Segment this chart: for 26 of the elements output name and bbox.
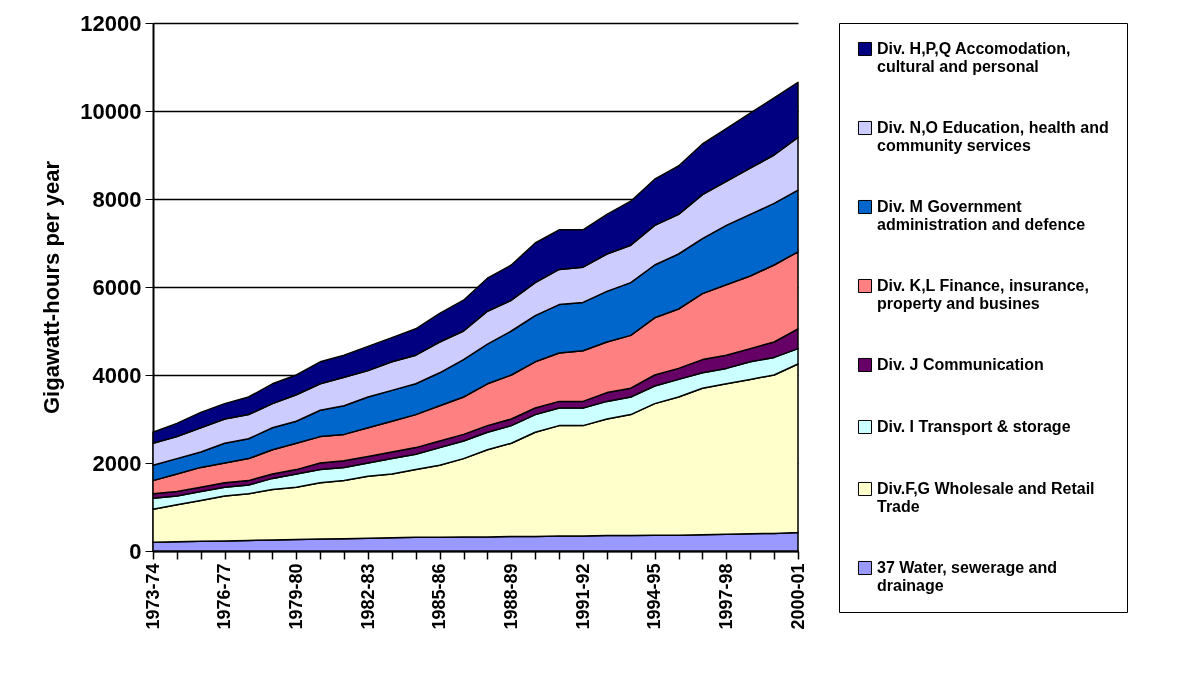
y-tick-label: 2000 [92,450,142,476]
x-tick-label: 2000-01 [787,563,808,630]
y-tick-label: 4000 [92,362,142,388]
y-tick-label: 10000 [80,98,142,124]
legend-label: Div. K,L Finance, insurance, property and busines [877,277,1089,312]
legend-label: Div. J Communication [877,356,1044,373]
x-tick-label: 1982-83 [357,563,378,630]
x-tick-label: 1988-89 [500,563,521,630]
legend-label: 37 Water, sewerage and drainage [877,559,1057,594]
y-axis-title: Gigawatt-hours per year [39,160,65,415]
y-tick-label: 12000 [80,10,142,36]
x-tick-label: 1994-95 [644,563,665,630]
legend-label: Div. M Government administration and defence [877,198,1086,233]
y-tick-label: 0 [129,538,142,564]
x-tick-label: 1985-86 [429,563,450,630]
x-tick-label: 1997-98 [715,563,736,630]
y-tick-label: 8000 [92,186,142,212]
x-tick-label: 1973-74 [142,563,163,630]
x-tick-label: 1976-77 [214,563,235,630]
legend-label: Div.F,G Wholesale and Retail Trade [877,480,1095,515]
x-tick-label: 1991-92 [572,563,593,630]
y-tick-label: 6000 [92,274,142,300]
legend-label: Div. H,P,Q Accomodation, cultural and personal [877,40,1071,75]
legend-label: Div. I Transport & storage [877,418,1071,435]
x-tick-label: 1979-80 [285,563,306,630]
legend-label: Div. N,O Education, health and community services [877,119,1109,154]
